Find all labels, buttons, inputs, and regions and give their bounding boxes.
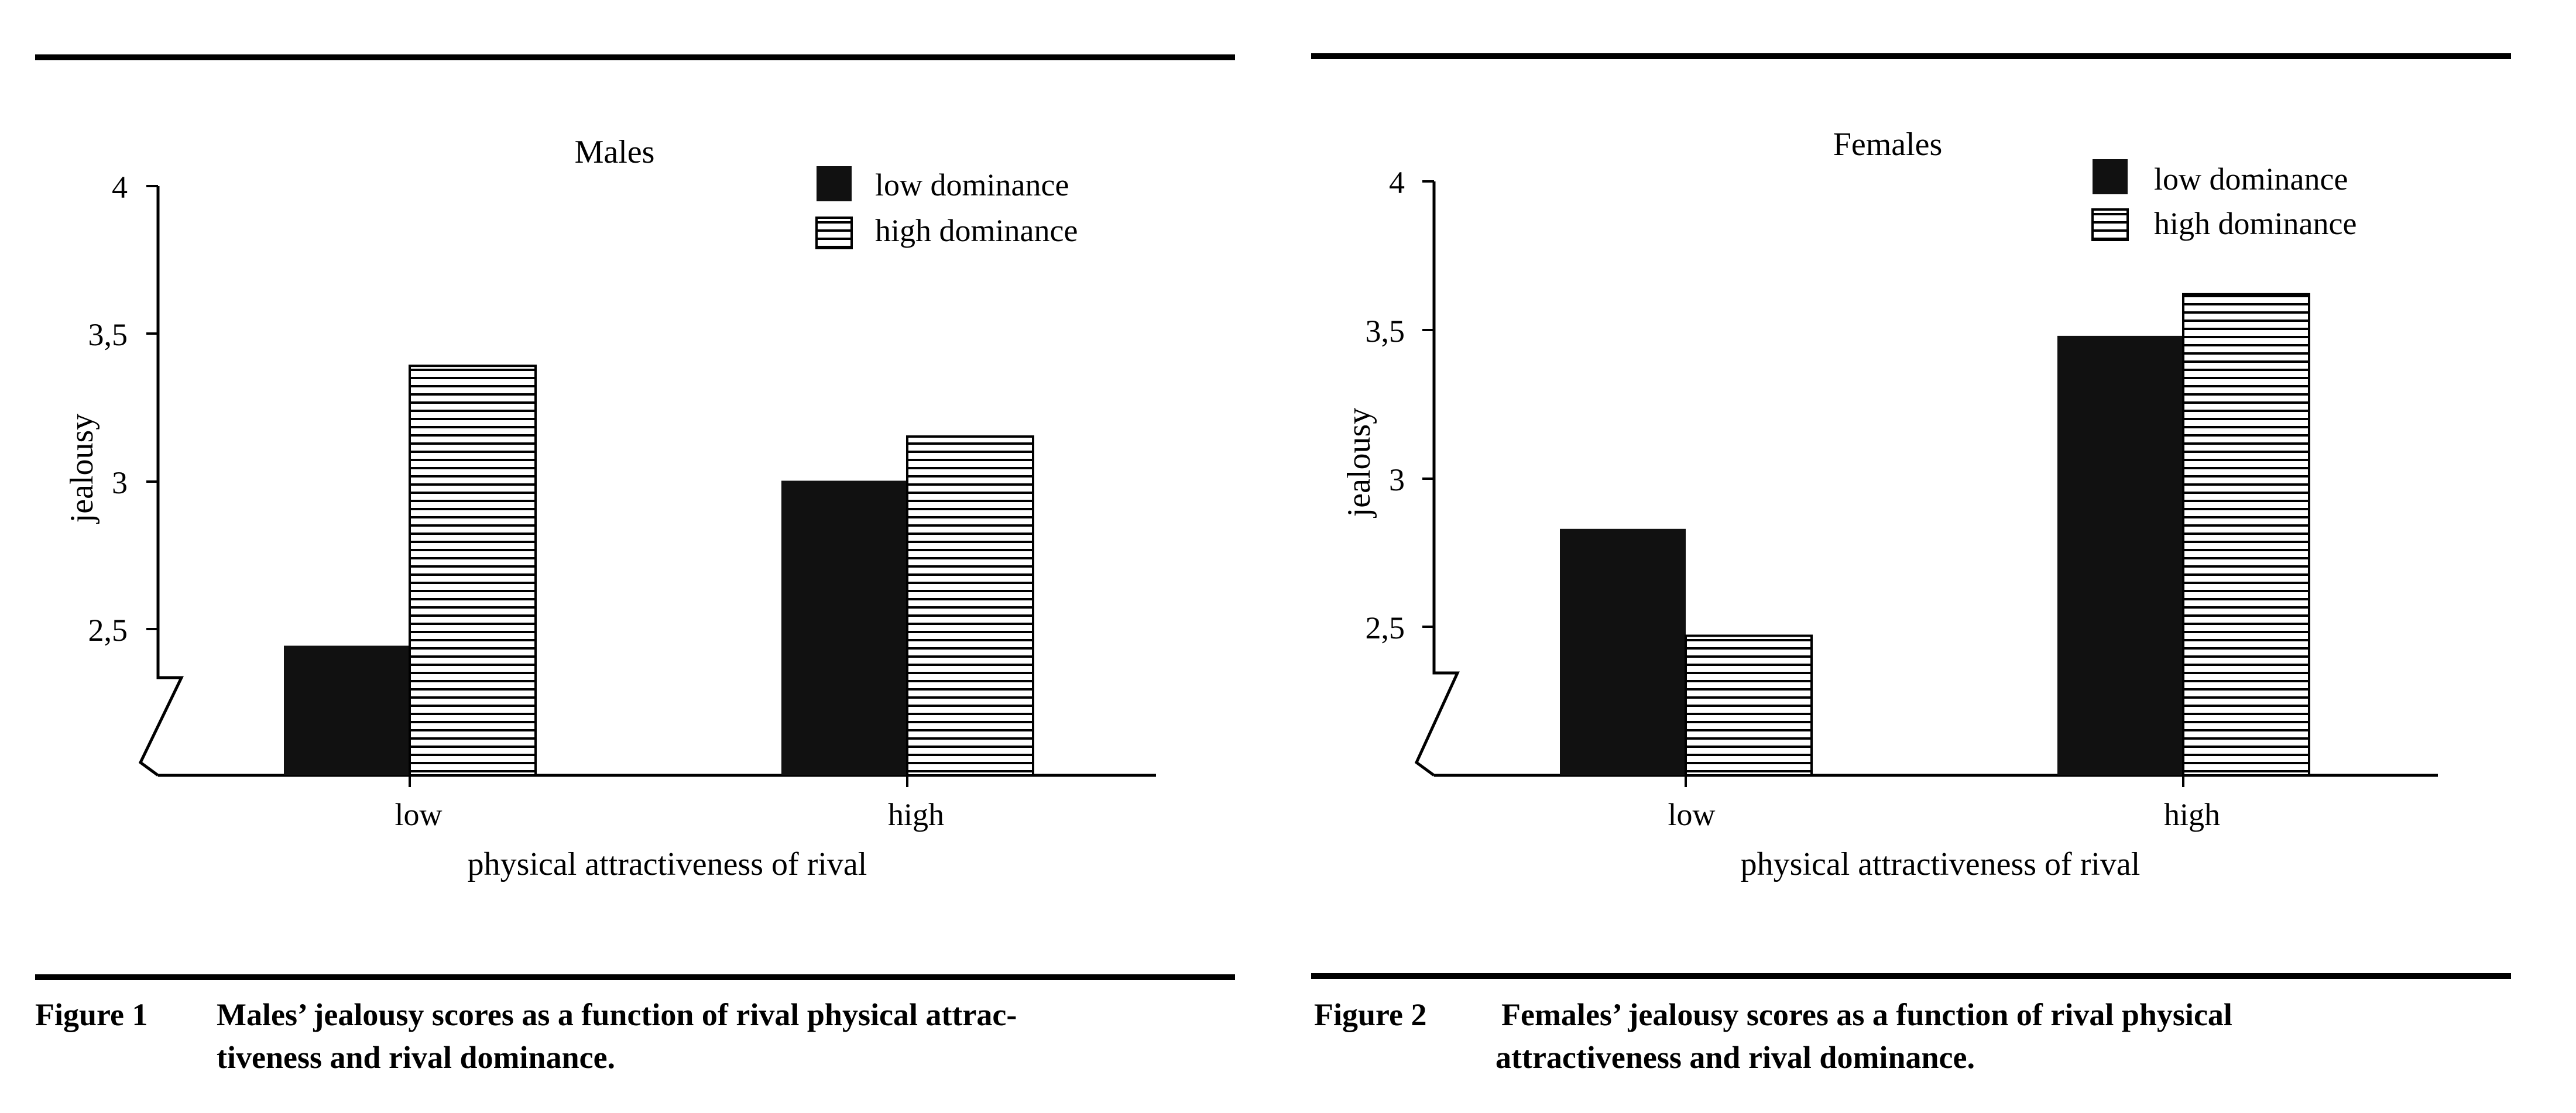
figure-caption-line-1: Males’ jealousy scores as a function of … [217, 997, 1017, 1032]
figure-label: Figure 1 [35, 997, 148, 1032]
legend-swatch-high-dominance [2091, 208, 2129, 241]
chart-panel-males: Males low dominance high dominance 4 3,5… [35, 54, 1235, 1075]
x-tick-label-high: high [2164, 797, 2220, 832]
y-tick-label: 3 [1389, 462, 1405, 497]
y-ticks [146, 185, 158, 630]
x-tick-label-low: low [1668, 797, 1716, 832]
x-axis-label: physical attractiveness of rival [1741, 846, 2141, 882]
y-tick-label: 3,5 [88, 317, 128, 352]
y-tick-label: 2,5 [88, 613, 128, 648]
bar-low-attractiveness-low-dominance [284, 645, 410, 775]
chart-title: Males [575, 134, 655, 170]
y-axis-line [1414, 181, 1460, 777]
figure-caption-line-1: Females’ jealousy scores as a function o… [1501, 997, 2232, 1032]
y-tick-label: 4 [112, 170, 128, 205]
figure-caption-line-2: tiveness and rival dominance. [217, 1040, 615, 1075]
y-tick-label: 4 [1389, 165, 1405, 200]
y-tick-labels: 4 3,5 3 2,5 [1366, 165, 1405, 645]
y-tick-label: 3,5 [1366, 314, 1405, 349]
bar-low-attractiveness-high-dominance [1685, 634, 1813, 777]
legend-swatch-high-dominance [815, 217, 853, 249]
legend-swatch-low-dominance [2093, 159, 2128, 194]
x-tick-label-low: low [395, 797, 443, 832]
chart-panel-females: Females low dominance high dominance 4 3… [1311, 53, 2511, 1075]
x-axis-label: physical attractiveness of rival [468, 846, 867, 882]
y-ticks [1422, 180, 1434, 628]
bars [1560, 293, 2310, 777]
bar-high-attractiveness-high-dominance [906, 435, 1034, 777]
legend-label-low-dominance: low dominance [875, 167, 1069, 202]
bar-low-attractiveness-high-dominance [409, 365, 537, 777]
legend: low dominance high dominance [815, 166, 1078, 249]
bar-low-attractiveness-low-dominance [1560, 528, 1686, 775]
y-axis-line [138, 186, 184, 777]
y-axis-label: jealousy [64, 414, 100, 524]
bar-high-attractiveness-high-dominance [2182, 293, 2310, 777]
chart-title: Females [1833, 126, 1943, 163]
bar-high-attractiveness-low-dominance [2057, 335, 2183, 775]
x-tick-label-high: high [888, 797, 944, 832]
legend-swatch-low-dominance [817, 166, 852, 201]
figure-caption-line-2: attractiveness and rival dominance. [1495, 1040, 1975, 1075]
y-tick-label: 2,5 [1366, 610, 1405, 645]
legend-label-low-dominance: low dominance [2154, 162, 2348, 197]
legend-label-high-dominance: high dominance [875, 213, 1078, 248]
y-tick-labels: 4 3,5 3 2,5 [88, 170, 128, 648]
bar-high-attractiveness-low-dominance [781, 480, 907, 775]
legend: low dominance high dominance [2091, 159, 2357, 241]
bars [284, 365, 1034, 777]
y-axis-label: jealousy [1341, 408, 1377, 518]
figure-label: Figure 2 [1314, 997, 1426, 1032]
legend-label-high-dominance: high dominance [2154, 206, 2357, 241]
y-tick-label: 3 [112, 465, 128, 500]
